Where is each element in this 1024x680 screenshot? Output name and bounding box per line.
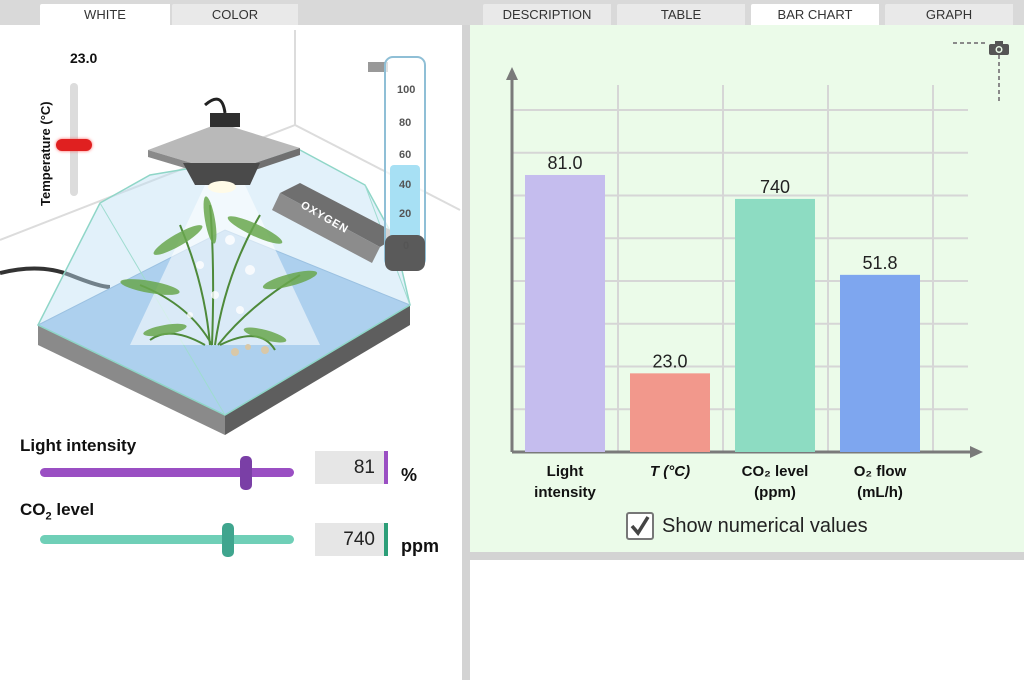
y-axis-arrow (506, 67, 518, 80)
camera-icon[interactable] (988, 40, 1010, 56)
cyl-tick-40: 40 (399, 179, 411, 191)
bar-3 (735, 198, 815, 452)
co2-level-unit: ppm (401, 536, 439, 556)
show-values-checkbox[interactable] (626, 512, 654, 540)
oxygen-sensor (280, 183, 400, 247)
x-axis-arrow (970, 446, 983, 458)
x-tick-label: Light (547, 463, 584, 480)
checkmark-icon (630, 516, 650, 536)
x-tick-label: (ppm) (754, 484, 796, 501)
co2-level-track[interactable] (40, 535, 294, 544)
cyl-tick-0: 0 (403, 240, 409, 252)
temperature-knob[interactable] (56, 139, 92, 151)
lamp-socket (210, 113, 240, 127)
tab-description[interactable]: DESCRIPTION (483, 4, 611, 25)
x-tick-label: (mL/h) (857, 484, 903, 501)
co2-level-label: CO2 level (20, 500, 95, 523)
tray-side-right (225, 305, 410, 435)
temperature-value: 23.0 (70, 50, 98, 66)
photosynthesis-apparatus: OXYGEN 100 80 60 40 20 0 (0, 30, 461, 435)
tray-side-left (38, 325, 225, 435)
x-tick-label: intensity (534, 484, 596, 501)
bar-2 (630, 373, 710, 452)
bar-4 (840, 274, 920, 452)
light-intensity-knob[interactable] (239, 456, 252, 490)
x-tick-label: O₂ flow (854, 463, 907, 480)
light-intensity-label: Light intensity (20, 436, 137, 455)
bar-value-label: 740 (760, 177, 790, 197)
capture-corner (953, 42, 1000, 101)
cyl-tick-80: 80 (399, 117, 411, 129)
lamp-bulb (208, 181, 236, 193)
panel-separator (470, 552, 1024, 560)
x-tick-label: T (°C) (650, 463, 690, 480)
tab-bar-chart[interactable]: BAR CHART (751, 4, 879, 26)
tab-color[interactable]: COLOR (172, 4, 298, 25)
cyl-tick-60: 60 (399, 149, 411, 161)
x-tick-label: CO₂ level (742, 463, 809, 480)
tab-table[interactable]: TABLE (617, 4, 745, 25)
empty-panel (470, 560, 1024, 680)
co2-level-knob[interactable] (221, 523, 234, 557)
power-cord (0, 266, 111, 289)
cyl-tick-20: 20 (399, 208, 411, 220)
light-intensity-indicator (384, 451, 388, 484)
lamp-top (148, 123, 300, 173)
panel-divider[interactable] (462, 25, 470, 680)
bar-1 (525, 174, 605, 453)
show-values-label: Show numerical values (662, 515, 868, 537)
co2-level-indicator (384, 523, 388, 556)
cyl-tick-100: 100 (397, 84, 415, 96)
light-intensity-unit: % (401, 465, 418, 485)
co2-level-value[interactable]: 740 (315, 523, 385, 556)
light-intensity-track[interactable] (40, 468, 294, 477)
bar-value-label: 51.8 (862, 253, 897, 273)
bar-value-label: 81.0 (547, 153, 582, 173)
gas-cylinder: 100 80 60 40 20 0 (368, 56, 426, 271)
light-intensity-value[interactable]: 81 (315, 451, 385, 484)
tab-graph[interactable]: GRAPH (885, 4, 1013, 25)
bar-value-label: 23.0 (652, 351, 687, 371)
tab-white[interactable]: WHITE (40, 4, 170, 26)
temperature-label: Temperature (°C) (38, 101, 53, 206)
